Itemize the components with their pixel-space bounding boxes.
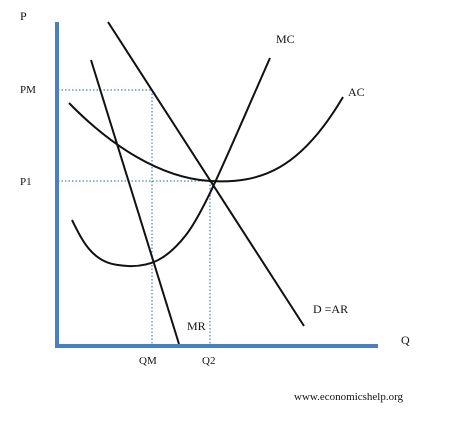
demand-curve <box>107 21 305 327</box>
pm-label: PM <box>20 84 36 96</box>
marginal-revenue-curve <box>90 59 180 345</box>
average-cost-curve <box>68 96 344 183</box>
mc-label: MC <box>276 32 295 46</box>
p1-label: P1 <box>20 176 32 188</box>
qm-label: QM <box>139 355 157 367</box>
source-credit: www.economicshelp.org <box>294 391 404 403</box>
ac-label: AC <box>348 85 365 99</box>
y-axis-label: P <box>20 9 27 23</box>
mr-label: MR <box>187 319 206 333</box>
guide-lines <box>58 89 211 345</box>
x-axis-label: Q <box>401 333 410 347</box>
axes <box>55 22 378 348</box>
marginal-cost-curve <box>71 57 271 268</box>
curves <box>68 21 344 345</box>
q2-label: Q2 <box>202 355 215 367</box>
demand-label: D =AR <box>313 302 348 316</box>
